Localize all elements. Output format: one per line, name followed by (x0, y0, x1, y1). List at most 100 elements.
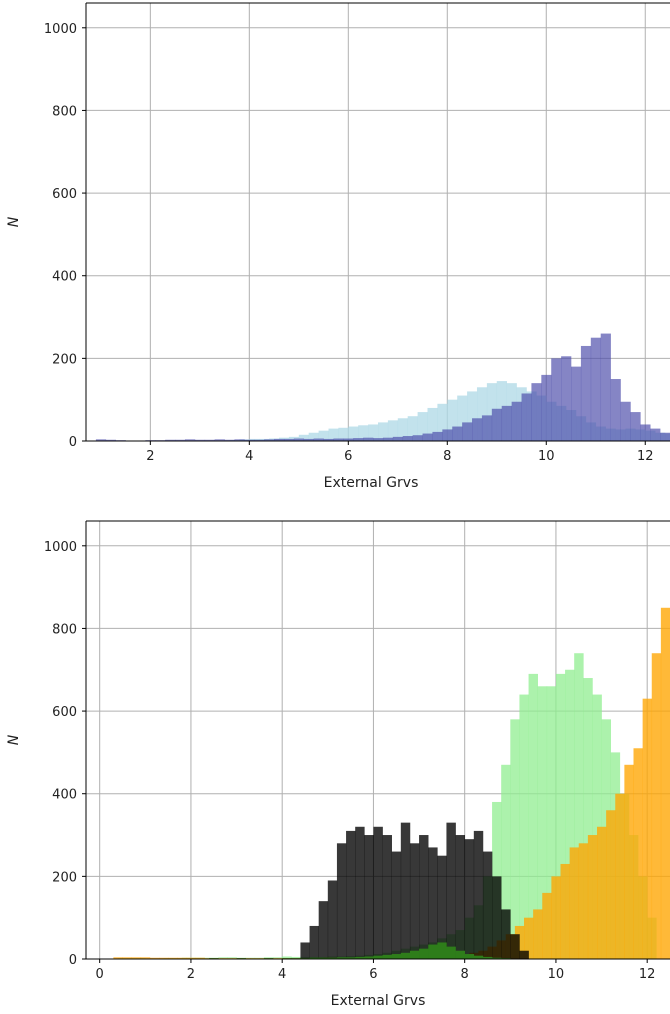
bottom-series-2 (300, 822, 529, 959)
top-histogram-bar (402, 436, 413, 441)
top-histogram-bar (308, 432, 319, 441)
top-histogram-bar (353, 438, 364, 441)
bottom-histogram-bar (510, 719, 520, 959)
top-grid (86, 3, 670, 442)
top-histogram-bar (333, 438, 344, 441)
bottom-x-tick-label: 6 (369, 967, 377, 982)
top-histogram-bar (244, 439, 255, 441)
bottom-histogram-bar (446, 946, 456, 959)
bottom-histogram-bar (364, 956, 374, 959)
bottom-histogram-bar (309, 957, 319, 959)
bottom-histogram-bar (149, 957, 160, 959)
top-histogram-bar (328, 428, 339, 441)
bottom-histogram-bar (177, 957, 187, 959)
bottom-x-tick-label: 12 (639, 967, 656, 982)
top-histogram-bar (184, 439, 196, 441)
top-histogram-bar (214, 439, 225, 441)
top-histogram-bar (422, 433, 433, 441)
top-bars (95, 333, 670, 441)
bottom-histogram-bar (651, 653, 662, 959)
top-histogram-bar (610, 379, 621, 441)
top-histogram-bar (620, 401, 631, 441)
bottom-histogram-bar (633, 748, 643, 959)
bottom-histogram-bar (492, 957, 502, 959)
bottom-histogram-bar (482, 851, 493, 959)
bottom-histogram-bar (473, 830, 484, 959)
top-histogram-bar (274, 438, 285, 441)
bottom-histogram-bar (391, 954, 402, 959)
top-histogram-bar (194, 439, 206, 441)
bottom-histogram-bar (400, 952, 411, 959)
bottom-histogram-bar (569, 847, 580, 959)
top-histogram-bar (481, 415, 493, 441)
bottom-histogram-bar (533, 909, 543, 959)
top-histogram-bar (531, 383, 542, 441)
bottom-bars (113, 607, 670, 959)
top-x-tick-label: 6 (344, 449, 352, 464)
top-histogram-bar (590, 337, 602, 441)
top-histogram-bar (298, 434, 310, 441)
bottom-histogram-bar (373, 826, 383, 959)
top-histogram-bar (373, 438, 384, 441)
top-histogram-bar (630, 412, 641, 441)
bottom-histogram-bar (524, 917, 534, 959)
top-histogram-bar (447, 399, 458, 441)
top-histogram-bar (382, 437, 394, 441)
top-x-tick-label: 8 (443, 449, 451, 464)
bottom-histogram-bar (355, 826, 365, 959)
bottom-histogram-bar (327, 880, 338, 959)
top-x-tick-label: 12 (637, 449, 654, 464)
top-histogram-bar (437, 403, 448, 441)
bottom-histogram-bar (309, 925, 319, 959)
bottom-histogram-bar (186, 957, 196, 959)
bottom-histogram-bar (300, 942, 310, 959)
top-histogram-bar (462, 422, 473, 441)
bottom-histogram-bar (455, 835, 465, 959)
bottom-histogram-bar (409, 950, 420, 959)
top-histogram-bar (224, 439, 235, 441)
bottom-axes (85, 520, 670, 960)
bottom-histogram-bar (419, 948, 429, 959)
bottom-histogram-bar (346, 830, 356, 959)
top-series-1 (95, 333, 670, 441)
bottom-histogram-bar (587, 835, 598, 959)
top-histogram-bar (561, 356, 572, 441)
top-histogram-bar (95, 439, 107, 441)
top-histogram-bar (165, 439, 176, 441)
bottom-y-tick-label: 800 (52, 622, 77, 637)
bottom-histogram-bar (364, 835, 374, 959)
bottom-histogram-bar (428, 847, 438, 959)
bottom-histogram-bar (140, 957, 151, 959)
bottom-y-axis-label: N (6, 734, 22, 745)
top-histogram-bar (387, 420, 399, 441)
top-y-tick-label: 200 (52, 352, 77, 367)
top-histogram-bar (511, 401, 522, 441)
bottom-histogram-bar (159, 957, 169, 959)
top-y-tick-label: 800 (52, 104, 77, 119)
bottom-y-tick-label: 200 (52, 870, 77, 885)
bottom-histogram-bar (537, 686, 548, 959)
bottom-histogram-bar (195, 957, 205, 959)
top-y-tick-label: 600 (52, 187, 77, 202)
bottom-histogram-bar (492, 876, 502, 959)
top-histogram-bar (427, 407, 438, 441)
top-histogram-bar (392, 436, 404, 441)
bottom-histogram-bar (574, 653, 584, 959)
bottom-histogram-bar (437, 942, 447, 959)
bottom-y-tick-label: 0 (69, 953, 77, 968)
top-histogram-bar (313, 438, 324, 441)
top-x-tick-label: 4 (245, 449, 253, 464)
top-y-axis-label: N (6, 216, 22, 227)
top-x-tick-label: 2 (146, 449, 154, 464)
top-histogram-bar (254, 439, 265, 441)
top-histogram-bar (358, 425, 369, 441)
bottom-y-tick-label: 600 (52, 705, 77, 720)
top-histogram-bar (660, 432, 670, 441)
top-histogram-bar (417, 412, 428, 441)
bottom-histogram-bar (542, 892, 552, 959)
bottom-x-tick-label: 10 (548, 967, 565, 982)
bottom-histogram-bar (482, 956, 493, 959)
bottom-histogram-bar (501, 764, 511, 959)
top-histogram-bar (650, 428, 661, 441)
